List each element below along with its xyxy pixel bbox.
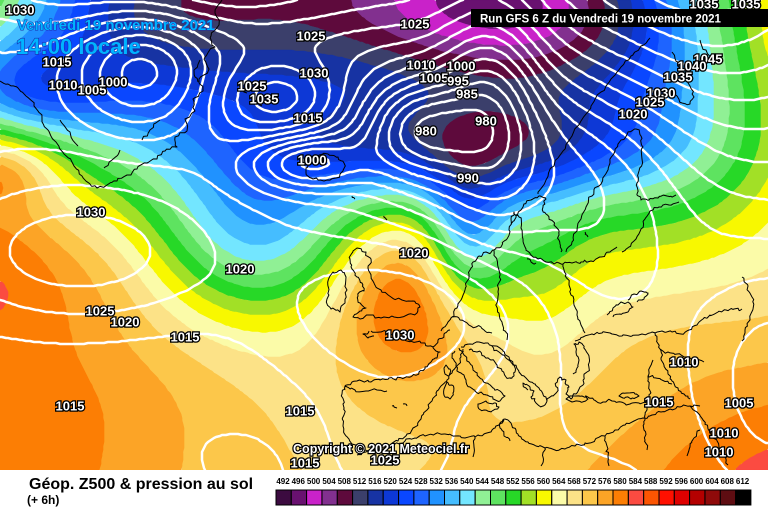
svg-text:1025: 1025: [636, 95, 665, 110]
svg-text:1035: 1035: [664, 70, 693, 85]
svg-text:990: 990: [457, 171, 479, 186]
svg-text:1015: 1015: [286, 404, 315, 419]
svg-text:1010: 1010: [49, 78, 78, 93]
svg-text:Copyright © 2021 Meteociel.fr: Copyright © 2021 Meteociel.fr: [293, 442, 469, 456]
svg-text:608: 608: [721, 477, 735, 486]
svg-text:1005: 1005: [725, 396, 754, 411]
svg-text:1045: 1045: [694, 52, 723, 67]
svg-text:544: 544: [476, 477, 490, 486]
svg-text:1010: 1010: [705, 445, 734, 460]
svg-text:1010: 1010: [670, 355, 699, 370]
svg-text:532: 532: [430, 477, 444, 486]
svg-text:1005: 1005: [420, 71, 449, 86]
svg-text:576: 576: [598, 477, 612, 486]
svg-text:(+ 6h): (+ 6h): [27, 493, 59, 507]
svg-text:1010: 1010: [407, 58, 436, 73]
svg-text:600: 600: [690, 477, 704, 486]
svg-text:1030: 1030: [647, 86, 676, 101]
svg-text:496: 496: [292, 477, 306, 486]
svg-text:1015: 1015: [645, 395, 674, 410]
svg-text:568: 568: [567, 477, 581, 486]
svg-text:1010: 1010: [710, 426, 739, 441]
svg-text:1020: 1020: [111, 315, 140, 330]
svg-text:1000: 1000: [447, 59, 476, 74]
svg-text:1020: 1020: [619, 107, 648, 122]
svg-text:1025: 1025: [238, 79, 267, 94]
svg-text:604: 604: [705, 477, 719, 486]
svg-text:492: 492: [276, 477, 290, 486]
svg-text:500: 500: [307, 477, 321, 486]
svg-text:588: 588: [644, 477, 658, 486]
svg-text:572: 572: [583, 477, 597, 486]
svg-text:564: 564: [552, 477, 566, 486]
svg-text:14:00 locale: 14:00 locale: [16, 34, 141, 59]
svg-text:1025: 1025: [86, 304, 115, 319]
svg-text:1020: 1020: [226, 262, 255, 277]
svg-text:1030: 1030: [77, 205, 106, 220]
svg-text:1040: 1040: [678, 59, 707, 74]
svg-text:1025: 1025: [297, 29, 326, 44]
svg-text:508: 508: [338, 477, 352, 486]
svg-text:548: 548: [491, 477, 505, 486]
svg-text:504: 504: [322, 477, 336, 486]
svg-text:520: 520: [384, 477, 398, 486]
svg-text:995: 995: [447, 74, 469, 89]
svg-text:Run GFS 6 Z du Vendredi 19 nov: Run GFS 6 Z du Vendredi 19 novembre 2021: [480, 14, 722, 26]
svg-text:584: 584: [629, 477, 643, 486]
svg-text:1020: 1020: [400, 246, 429, 261]
svg-text:1015: 1015: [171, 330, 200, 345]
svg-text:552: 552: [506, 477, 520, 486]
svg-text:512: 512: [353, 477, 367, 486]
svg-text:1015: 1015: [291, 456, 320, 471]
svg-text:556: 556: [521, 477, 535, 486]
svg-text:980: 980: [415, 124, 437, 139]
svg-text:524: 524: [399, 477, 413, 486]
svg-text:1025: 1025: [401, 17, 430, 32]
svg-text:Vendredi 19 novembre 2021: Vendredi 19 novembre 2021: [17, 17, 215, 34]
svg-text:536: 536: [445, 477, 459, 486]
svg-text:612: 612: [736, 477, 750, 486]
svg-text:528: 528: [414, 477, 428, 486]
svg-text:1015: 1015: [56, 399, 85, 414]
svg-text:980: 980: [475, 114, 497, 129]
svg-text:985: 985: [456, 87, 478, 102]
svg-text:1005: 1005: [78, 83, 107, 98]
svg-text:1030: 1030: [300, 66, 329, 81]
svg-text:1030: 1030: [386, 328, 415, 343]
svg-text:540: 540: [460, 477, 474, 486]
svg-text:1025: 1025: [371, 453, 400, 468]
svg-text:1000: 1000: [298, 153, 327, 168]
svg-text:1000: 1000: [99, 75, 128, 90]
svg-text:1030: 1030: [6, 3, 35, 18]
svg-text:1015: 1015: [43, 55, 72, 70]
svg-text:596: 596: [675, 477, 689, 486]
svg-text:580: 580: [613, 477, 627, 486]
svg-text:560: 560: [537, 477, 551, 486]
svg-text:516: 516: [368, 477, 382, 486]
svg-text:592: 592: [659, 477, 673, 486]
svg-text:1015: 1015: [294, 111, 323, 126]
svg-text:Géop. Z500 & pression au sol: Géop. Z500 & pression au sol: [29, 476, 253, 493]
svg-text:1035: 1035: [250, 92, 279, 107]
